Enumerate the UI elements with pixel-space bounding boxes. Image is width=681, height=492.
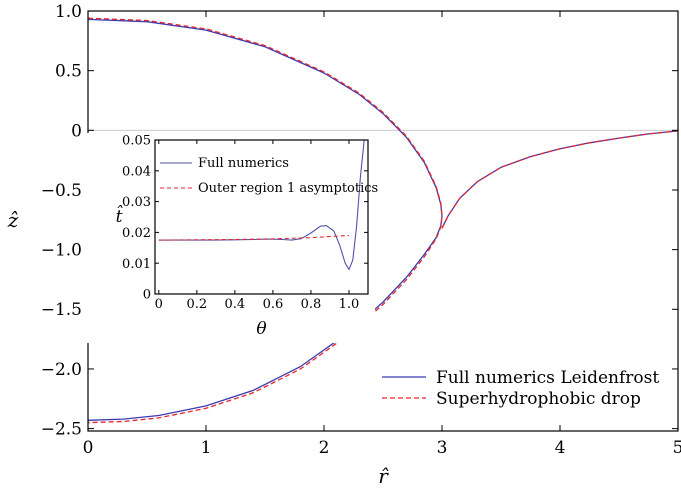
inset-series-2-line (158, 234, 350, 241)
legend-label-1: Full numerics Leidenfrost (436, 368, 659, 388)
y-tick-label: 0.5 (55, 62, 82, 82)
inset-y-tick-label: 0.02 (122, 226, 151, 241)
series-2-line-2 (441, 130, 679, 229)
y-tick-label: −1.5 (41, 300, 82, 320)
inset-x-axis-label: θ (256, 319, 266, 339)
inset-plot-frame (154, 139, 369, 295)
inset-y-tick-label: 0.01 (122, 257, 151, 272)
inset-y-tick-label: 0.05 (122, 134, 151, 149)
y-tick-label: −2.5 (41, 420, 82, 440)
inset-legend-label-2: Outer region 1 asymptotics (198, 181, 378, 196)
series-2-line-1 (87, 17, 443, 424)
y-tick-label: −2.0 (41, 360, 82, 380)
x-tick-label: 0 (83, 438, 94, 458)
y-tick-label: 0 (71, 121, 82, 141)
inset-x-tick-label: 1.0 (339, 297, 360, 312)
inset-chart: 0 0.2 0.4 0.6 0.8 1.0 0 0.01 0.02 0.03 0.04 0.05 θ t̂… (85, 133, 378, 343)
inset-y-tick-label: 0 (143, 288, 151, 303)
inset-x-tick-label: 0.8 (301, 297, 322, 312)
inset-y-tick-label: 0.04 (122, 164, 151, 179)
y-tick-label: −1.0 (41, 241, 82, 261)
x-tick-label: 4 (555, 438, 566, 458)
inset-x-tick-label: 0.2 (186, 297, 207, 312)
legend-label-2: Superhydrophobic drop (436, 389, 641, 409)
y-axis-label: ẑ (7, 208, 19, 232)
x-tick-label: 1 (201, 438, 212, 458)
inset-x-tick-label: 0.6 (263, 297, 284, 312)
y-tick-label: −0.5 (41, 181, 82, 201)
inset-y-tick-label: 0.03 (122, 195, 151, 210)
x-tick-label: 5 (673, 438, 681, 458)
inset-y-axis-label: t̂ (116, 205, 123, 227)
inset-x-tick-label: 0 (155, 297, 163, 312)
inset-x-tick-label: 0.4 (225, 297, 246, 312)
inset-legend-label-1: Full numerics (198, 156, 289, 171)
series-1-line-2 (441, 130, 679, 229)
main-chart: 0 1 2 3 4 5 1.0 0.5 0 −0.5 −1.0 −1.5 −2.0 −2.5 r̂ ẑ Full… (7, 2, 681, 488)
x-tick-label: 3 (437, 438, 448, 458)
inset-plot-background (155, 140, 368, 294)
y-tick-label: 1.0 (55, 2, 82, 22)
x-axis-label: r̂ (378, 464, 389, 488)
x-tick-label: 2 (319, 438, 330, 458)
